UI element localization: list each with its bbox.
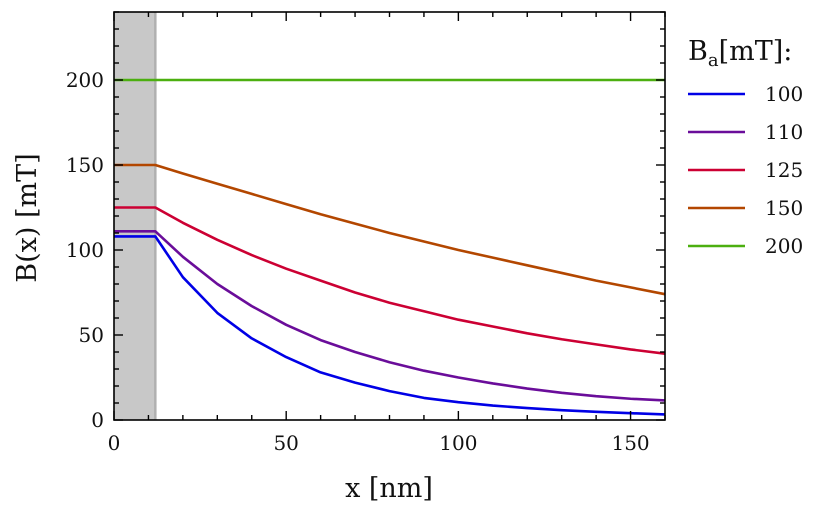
x-tick-label: 100 <box>439 431 477 455</box>
series-line-150 <box>114 163 666 296</box>
legend-title-rest: [mT]: <box>719 36 793 67</box>
legend: Ba[mT]: 100 110 125 150 200 <box>688 36 803 258</box>
legend-title-main: B <box>688 36 708 67</box>
plot-area <box>114 12 665 420</box>
x-tick-label: 0 <box>108 431 121 455</box>
axes-layer <box>113 11 666 421</box>
x-tick-label: 50 <box>273 431 298 455</box>
x-tick-label: 150 <box>611 431 649 455</box>
legend-title: Ba[mT]: <box>688 36 792 71</box>
legend-entry-125: 125 <box>688 158 803 182</box>
y-tick-label: 0 <box>91 408 104 432</box>
tick-labels: 0 50 100 150 0 50 100 150 200 <box>66 68 650 455</box>
legend-entry-110: 110 <box>688 120 803 144</box>
legend-entry-150: 150 <box>688 196 803 220</box>
plot-background <box>114 12 665 420</box>
legend-entries: 100 110 125 150 200 <box>688 82 803 258</box>
series-line-125 <box>114 206 666 355</box>
y-tick-label: 200 <box>66 68 104 92</box>
y-tick-label: 150 <box>66 153 104 177</box>
legend-entry-200: 200 <box>688 234 803 258</box>
y-tick-label: 50 <box>79 323 104 347</box>
series-line-100 <box>114 235 666 416</box>
series-line-110 <box>114 230 666 402</box>
legend-label: 150 <box>765 196 803 220</box>
legend-title-sub: a <box>708 50 719 71</box>
y-tick-label: 100 <box>66 238 104 262</box>
series-layer <box>114 78 666 416</box>
legend-label: 110 <box>765 120 803 144</box>
legend-label: 200 <box>765 234 803 258</box>
legend-label: 125 <box>765 158 803 182</box>
shaded-region-layer <box>114 12 157 420</box>
shaded-region <box>114 12 156 420</box>
x-axis-title: x [nm] <box>345 473 433 504</box>
legend-entry-100: 100 <box>688 82 803 106</box>
legend-label: 100 <box>765 82 803 106</box>
y-axis-title: B(x) [mT] <box>12 153 43 282</box>
